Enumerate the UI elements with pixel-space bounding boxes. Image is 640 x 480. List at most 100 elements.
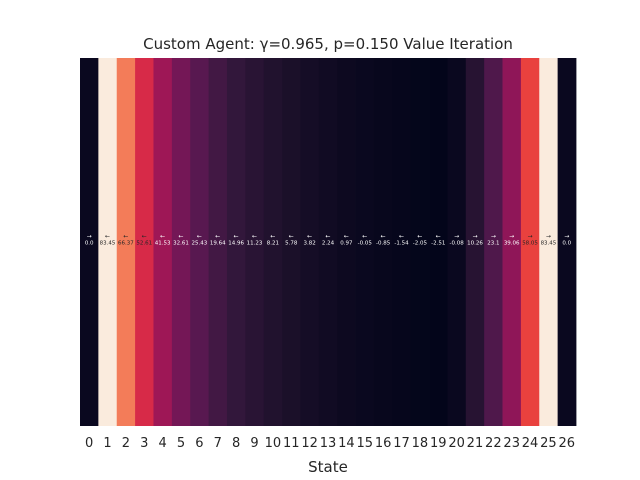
policy-arrow: →: [509, 233, 514, 240]
x-tick-label: 1: [103, 436, 111, 451]
policy-arrow: ←: [381, 233, 386, 240]
x-tick-labels: 0 1 2 3 4 5 6 7 8 9 10 11 12 13 14 15 16 17 18 19 20 21 22 23 24…: [85, 436, 575, 451]
cell-value-label: 0.97: [340, 241, 353, 247]
heatmap-cells: [80, 58, 577, 426]
cell-value-label: -0.05: [358, 241, 373, 247]
policy-arrow: ←: [289, 233, 294, 240]
heatmap-cell-state-16: [373, 58, 393, 426]
cell-value-label: -0.85: [376, 241, 391, 247]
x-tick-label: 2: [122, 436, 130, 451]
policy-arrow: ←: [123, 233, 128, 240]
policy-arrow: →: [528, 233, 533, 240]
x-tick-label: 7: [214, 436, 222, 451]
policy-arrow: ←: [234, 233, 239, 240]
heatmap-cell-state-1: [98, 58, 118, 426]
policy-arrows: → ← ← ← ← ← ← ← ← ← ← ← ← ← ← ← ← ← ← ← → → → → → → →: [87, 233, 570, 240]
cell-value-label: 0.0: [85, 241, 94, 247]
policy-arrow: ←: [417, 233, 422, 240]
cell-value-label: 32.61: [173, 241, 189, 247]
heatmap-cell-state-25: [539, 58, 559, 426]
policy-arrow: ←: [215, 233, 220, 240]
heatmap-cell-state-0: [80, 58, 99, 426]
policy-arrow: →: [564, 233, 569, 240]
x-tick-label: 8: [232, 436, 240, 451]
heatmap-cell-state-11: [282, 58, 301, 426]
x-tick-label: 10: [265, 436, 282, 451]
cell-value-label: 2.24: [322, 241, 335, 247]
policy-arrow: ←: [179, 233, 184, 240]
cell-value-label: 25.43: [192, 241, 208, 247]
policy-arrow: ←: [399, 233, 404, 240]
x-tick-label: 25: [540, 436, 557, 451]
cell-value-label: -2.51: [431, 241, 445, 247]
cell-value-labels: 0.0 83.45 66.37 52.61 41.53 32.61 25.43 19.64 14…: [85, 241, 572, 247]
heatmap-cell-state-2: [116, 58, 136, 426]
policy-arrow: ←: [160, 233, 165, 240]
cell-value-label: 66.37: [118, 241, 134, 247]
x-tick-label: 26: [559, 436, 576, 451]
x-tick-label: 5: [177, 436, 185, 451]
heatmap-cell-state-19: [429, 58, 448, 426]
heatmap-cell-state-4: [153, 58, 173, 426]
x-tick-label: 24: [522, 436, 539, 451]
heatmap-cell-state-26: [557, 58, 577, 426]
cell-value-label: -2.05: [413, 241, 428, 247]
cell-value-label: 0.0: [562, 241, 571, 247]
heatmap-cell-state-21: [465, 58, 485, 426]
policy-arrow: →: [87, 233, 92, 240]
heatmap-cell-state-9: [245, 58, 265, 426]
cell-value-label: -1.54: [394, 241, 409, 247]
x-axis-label: State: [308, 458, 348, 476]
cell-value-label: 3.82: [304, 241, 316, 247]
cell-value-label: 83.45: [541, 241, 557, 247]
policy-arrow: ←: [197, 233, 202, 240]
policy-arrow: →: [546, 233, 551, 240]
x-tick-label: 15: [356, 436, 373, 451]
cell-value-label: 5.78: [285, 241, 298, 247]
heatmap-cell-state-7: [208, 58, 228, 426]
heatmap-cell-state-22: [484, 58, 503, 426]
policy-arrow: ←: [344, 233, 349, 240]
x-tick-label: 0: [85, 436, 93, 451]
x-tick-label: 22: [485, 436, 502, 451]
heatmap-cell-state-12: [300, 58, 320, 426]
heatmap-cell-state-20: [447, 58, 467, 426]
x-tick-label: 6: [195, 436, 203, 451]
x-tick-label: 13: [320, 436, 337, 451]
policy-arrow: ←: [252, 233, 257, 240]
x-tick-label: 16: [375, 436, 392, 451]
heatmap-cell-state-3: [135, 58, 154, 426]
cell-value-label: 52.61: [136, 241, 152, 247]
heatmap-cell-state-8: [226, 58, 246, 426]
policy-arrow: ←: [307, 233, 312, 240]
heatmap-cell-state-17: [392, 58, 412, 426]
x-tick-label: 3: [140, 436, 148, 451]
cell-value-label: 19.64: [210, 241, 226, 247]
x-tick-label: 9: [250, 436, 258, 451]
cell-value-label: 39.06: [504, 241, 520, 247]
x-tick-label: 23: [503, 436, 520, 451]
cell-value-label: 10.26: [467, 241, 483, 247]
policy-arrow: →: [472, 233, 477, 240]
heatmap-cell-state-13: [318, 58, 338, 426]
x-tick-label: 21: [467, 436, 484, 451]
policy-arrow: ←: [436, 233, 441, 240]
policy-arrow: →: [454, 233, 459, 240]
cell-value-label: -0.08: [449, 241, 464, 247]
cell-value-label: 11.23: [247, 241, 263, 247]
x-tick-label: 18: [412, 436, 429, 451]
heatmap-cell-state-18: [410, 58, 430, 426]
heatmap-cell-state-15: [355, 58, 375, 426]
cell-value-label: 83.45: [100, 241, 116, 247]
cell-value-label: 14.96: [228, 241, 244, 247]
policy-arrow: →: [491, 233, 496, 240]
chart-title: Custom Agent: γ=0.965, p=0.150 Value Ite…: [143, 35, 513, 53]
x-tick-label: 17: [393, 436, 410, 451]
cell-value-label: 23.1: [487, 241, 499, 247]
heatmap-cell-state-10: [263, 58, 283, 426]
heatmap-cell-state-24: [520, 58, 540, 426]
cell-value-label: 41.53: [155, 241, 171, 247]
x-tick-label: 19: [430, 436, 447, 451]
heatmap-cell-state-14: [337, 58, 356, 426]
